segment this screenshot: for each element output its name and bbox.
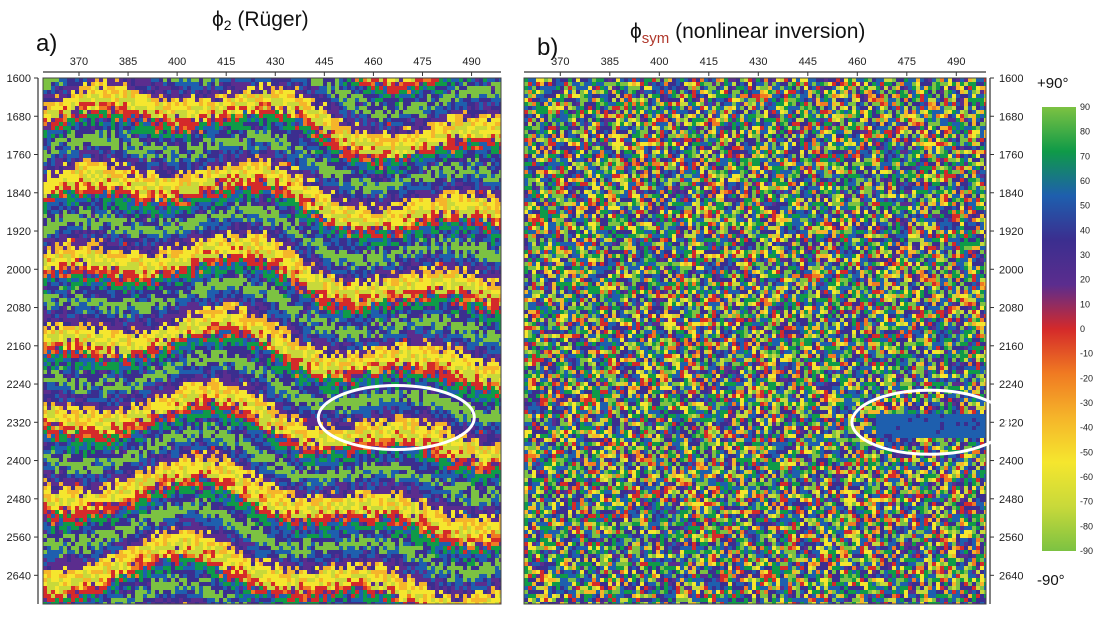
panel-a-label: a) (36, 30, 57, 58)
panel-b-ytick-label: 2320 (999, 417, 1023, 429)
panel-b-title-text: (nonlinear inversion) (669, 20, 865, 43)
panel-a-frame (42, 77, 502, 605)
panel-b-ytick-label: 2640 (999, 570, 1023, 582)
panel-a-ytick-label: 2160 (7, 341, 31, 353)
colorbar-tick-label: 70 (1080, 151, 1090, 161)
panel-a-xtick-label: 400 (168, 56, 186, 68)
colorbar-tick-label: 30 (1080, 250, 1090, 260)
panel-b-ytick-label: 1680 (999, 111, 1023, 123)
panel-a-ytick-label: 1760 (7, 150, 31, 162)
panel-a-xtick-label: 475 (413, 56, 431, 68)
colorbar-tick-label: 40 (1080, 225, 1090, 235)
panel-b-cells (524, 78, 986, 604)
panel-b-xtick-label: 460 (848, 56, 866, 68)
colorbar-tick-label: -60 (1080, 472, 1093, 482)
panel-b-xtick-label: 400 (650, 56, 668, 68)
colorbar-tick-label: -30 (1080, 398, 1093, 408)
colorbar-tick-label: -90 (1080, 546, 1093, 556)
panel-b-title: ϕsym (nonlinear inversion) (630, 20, 865, 47)
colorbar-tick-label: -70 (1080, 497, 1093, 507)
panel-b-ytick-label: 2560 (999, 532, 1023, 544)
panel-a-ytick-label: 1920 (7, 226, 31, 238)
panel-b-ytick-label: 1920 (999, 226, 1023, 238)
panel-b-ytick-label: 1840 (999, 188, 1023, 200)
panel-b-xtick-label: 385 (601, 56, 619, 68)
colorbar-gradient (1042, 107, 1076, 551)
panel-b-frame (523, 77, 987, 605)
panel-a-ytick-label: 2400 (7, 456, 31, 468)
colorbar-tick-label: 10 (1080, 299, 1090, 309)
panel-b-ytick-label: 2400 (999, 456, 1023, 468)
panel-a-annotation-ellipse (316, 384, 476, 452)
panel-a-ytick-label: 2480 (7, 494, 31, 506)
panel-a-heatmap: 370 385 400 415 430 445 460 475 490 1600 1680 1760 1… (7, 56, 502, 605)
panel-a-title-subscript: 2 (224, 17, 232, 33)
panel-a-ytick-label: 2000 (7, 264, 31, 276)
panel-a-xtick-label: 445 (315, 56, 333, 68)
colorbar-tick-label: 90 (1080, 102, 1090, 112)
panel-b-ytick-label: 2000 (999, 264, 1023, 276)
panel-b-xtick-label: 490 (947, 56, 965, 68)
colorbar-tick-label: 60 (1080, 176, 1090, 186)
panel-a-xtick-label: 490 (462, 56, 480, 68)
colorbar-tick-label: -10 (1080, 349, 1093, 359)
panel-b-xtick-label: 445 (799, 56, 817, 68)
panel-b-label: b) (537, 34, 558, 62)
colorbar-bottom-label: -90° (1037, 572, 1065, 589)
colorbar-tick-label: -50 (1080, 447, 1093, 457)
panel-b-ytick-label: 1760 (999, 150, 1023, 162)
panel-b-ytick-label: 1600 (999, 73, 1023, 85)
panel-a-ytick-label: 2640 (7, 570, 31, 582)
panel-a-ytick-label: 2080 (7, 303, 31, 315)
panel-a-ytick-label: 2560 (7, 532, 31, 544)
panel-a-xtick-label: 385 (119, 56, 137, 68)
panel-a-xtick-label: 460 (364, 56, 382, 68)
panel-a-cells (43, 78, 501, 604)
panel-b-xtick-label: 370 (551, 56, 569, 68)
panel-b-xtick-label: 415 (700, 56, 718, 68)
panel-b-xtick-label: 430 (749, 56, 767, 68)
panel-b-ytick-label: 2480 (999, 494, 1023, 506)
colorbar: 90 80 70 60 50 40 30 20 10 0 -10 -20 -30 -40 -50 -60 -70… (1042, 102, 1093, 556)
panel-a-ytick-label: 1840 (7, 188, 31, 200)
panel-b-title-symbol: ϕ (630, 20, 642, 43)
panel-b-xtick-label: 475 (898, 56, 916, 68)
panel-a-ytick-label: 1680 (7, 111, 31, 123)
panel-b-annotation-ellipse (850, 388, 1010, 456)
panel-a-ytick-label: 1600 (7, 73, 31, 85)
panel-a-title: ϕ2 (Rüger) (212, 8, 309, 33)
panel-b-heatmap: 370 385 400 415 430 445 460 475 490 1600 1680 1760 1… (523, 56, 1023, 605)
colorbar-tick-label: 80 (1080, 127, 1090, 137)
panel-b-ytick-label: 2080 (999, 303, 1023, 315)
colorbar-tick-label: -40 (1080, 423, 1093, 433)
colorbar-tick-label: -20 (1080, 373, 1093, 383)
panel-a-title-text: (Rüger) (232, 8, 308, 31)
panel-b-ytick-label: 2240 (999, 379, 1023, 391)
panel-a-xtick-label: 430 (266, 56, 284, 68)
colorbar-top-label: +90° (1037, 75, 1068, 92)
panel-b-title-subscript: sym (642, 30, 670, 47)
colorbar-tick-label: 20 (1080, 275, 1090, 285)
panel-a-title-symbol: ϕ (212, 8, 224, 31)
panel-a-xtick-label: 370 (70, 56, 88, 68)
panel-a-xtick-label: 415 (217, 56, 235, 68)
colorbar-tick-label: 0 (1080, 324, 1085, 334)
panel-a-ytick-label: 2240 (7, 379, 31, 391)
colorbar-tick-label: 50 (1080, 201, 1090, 211)
panel-b-ytick-label: 2160 (999, 341, 1023, 353)
colorbar-tick-label: -80 (1080, 521, 1093, 531)
panel-a-ytick-label: 2320 (7, 417, 31, 429)
